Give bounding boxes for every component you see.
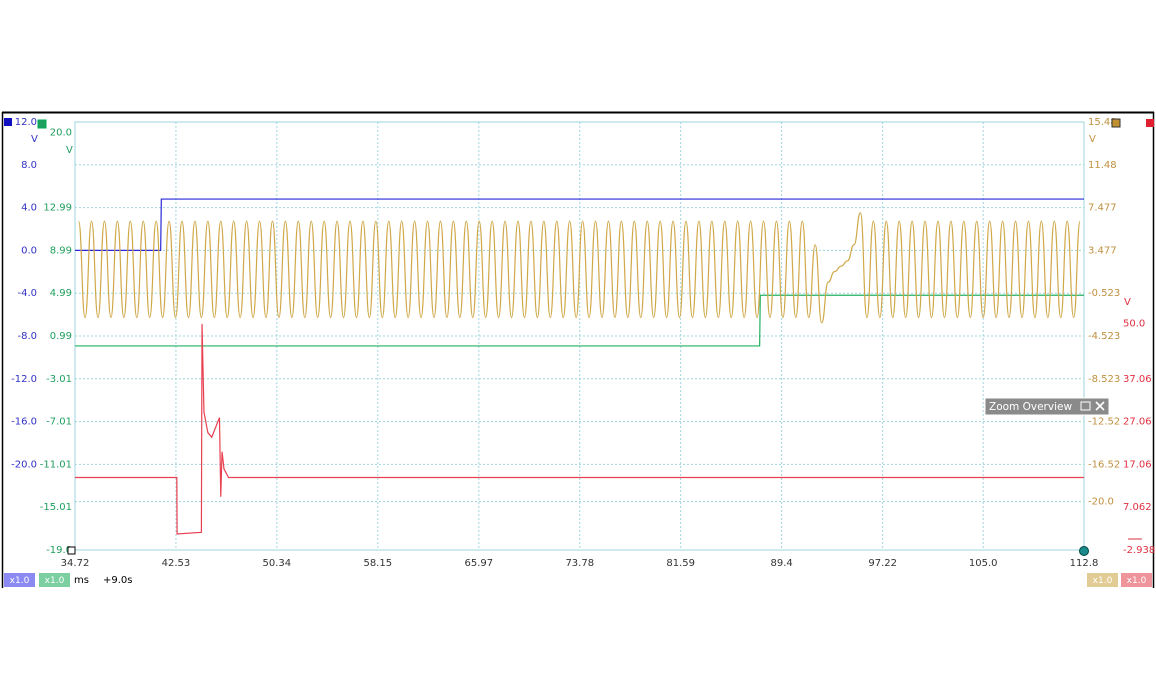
y-tick-label: 15.48: [1088, 117, 1117, 128]
y-tick-label: 8.99: [50, 245, 72, 256]
y-tick-label: 4.99: [50, 288, 72, 299]
y-tick-label: -0.523: [1088, 288, 1120, 299]
y-tick-label: 3.477: [1088, 245, 1117, 256]
zoom-overview-title: Zoom Overview: [989, 401, 1072, 413]
axis-unit: V: [31, 134, 38, 145]
y-tick-label: 20.0: [50, 128, 72, 139]
x-tick-label: 97.22: [868, 558, 897, 569]
y-tick-label: -4.0: [17, 288, 37, 299]
x-tick-label: 50.34: [263, 558, 292, 569]
x-tick-label: 42.53: [162, 558, 191, 569]
axis-unit: V: [66, 145, 73, 156]
ruler-handle[interactable]: [1079, 546, 1089, 556]
y-tick-label: 11.48: [1088, 160, 1117, 171]
y-tick-label: -15.01: [40, 502, 72, 513]
x-tick-label: 89.4: [770, 558, 792, 569]
trace: [75, 294, 1084, 347]
y-tick-label: 37.06: [1123, 374, 1152, 385]
channel-a-marker[interactable]: [4, 118, 12, 126]
y-tick-label: -8.0: [17, 331, 37, 342]
scale-label: x1.0: [10, 576, 30, 586]
y-tick-label: 0.0: [21, 245, 37, 256]
scale-badge: [39, 573, 70, 587]
y-tick-label: 7.477: [1088, 203, 1117, 214]
y-tick-label: -12.52: [1088, 417, 1120, 428]
y-tick-label: -16.52: [1088, 459, 1120, 470]
x-tick-label: 58.15: [363, 558, 392, 569]
y-tick-label: -19.0: [46, 545, 72, 556]
y-tick-label: -2.938: [1123, 545, 1155, 556]
axis-unit: V: [1089, 134, 1096, 145]
close-button[interactable]: [1095, 401, 1105, 411]
scope-frame: [2, 112, 1154, 588]
y-tick-label: -12.0: [11, 374, 37, 385]
restore-button[interactable]: [1080, 401, 1091, 411]
x-tick-label: 112.8: [1070, 558, 1099, 569]
y-tick-label: 0.99: [50, 331, 72, 342]
channel-b-marker[interactable]: [37, 119, 47, 129]
scale-badge: [1121, 573, 1152, 587]
traces: [75, 198, 1084, 535]
x-axis-unit: ms: [74, 575, 89, 586]
channel-c-marker[interactable]: [1111, 118, 1121, 128]
scale-badge: [4, 573, 35, 587]
trace: [75, 323, 1084, 535]
y-tick-label: -20.0: [11, 459, 37, 470]
y-tick-label: 4.0: [21, 203, 37, 214]
y-tick-label: 12.0: [15, 117, 37, 128]
ruler-handle[interactable]: [67, 546, 76, 555]
trace: [78, 212, 1081, 324]
x-tick-label: 34.72: [61, 558, 90, 569]
scale-badge: [1087, 573, 1118, 587]
y-tick-label: -20.0: [1088, 497, 1114, 508]
y-tick-label: -7.01: [46, 417, 72, 428]
x-tick-label: 81.59: [666, 558, 695, 569]
trace: [75, 198, 1084, 251]
time-offset: +9.0s: [103, 575, 133, 586]
channel-d-marker[interactable]: [1146, 119, 1154, 127]
y-tick-label: 7.062: [1123, 502, 1152, 513]
y-tick-label: -16.0: [11, 417, 37, 428]
y-tick-label: 17.06: [1123, 459, 1152, 470]
y-tick-label: 12.99: [43, 203, 72, 214]
y-tick-label: -11.01: [40, 459, 72, 470]
x-tick-label: 73.78: [565, 558, 594, 569]
scale-label: x1.0: [1127, 576, 1147, 586]
y-tick-label: 8.0: [21, 160, 37, 171]
y-tick-label: -8.523: [1088, 374, 1120, 385]
scale-label: x1.0: [1093, 576, 1113, 586]
zoom-overview-panel[interactable]: Zoom Overview: [984, 397, 1110, 416]
y-tick-label: 50.0: [1123, 318, 1145, 329]
y-tick-label: -3.01: [46, 374, 72, 385]
scale-label: x1.0: [45, 576, 65, 586]
y-tick-label: 27.06: [1123, 417, 1152, 428]
x-tick-label: 105.0: [969, 558, 998, 569]
y-tick-label: -4.523: [1088, 331, 1120, 342]
axis-unit: V: [1124, 297, 1131, 308]
x-tick-label: 65.97: [465, 558, 494, 569]
labels: 34.72 42.53 50.34 58.15 65.97 73.78 81.59 89.4 9…: [11, 117, 1155, 569]
